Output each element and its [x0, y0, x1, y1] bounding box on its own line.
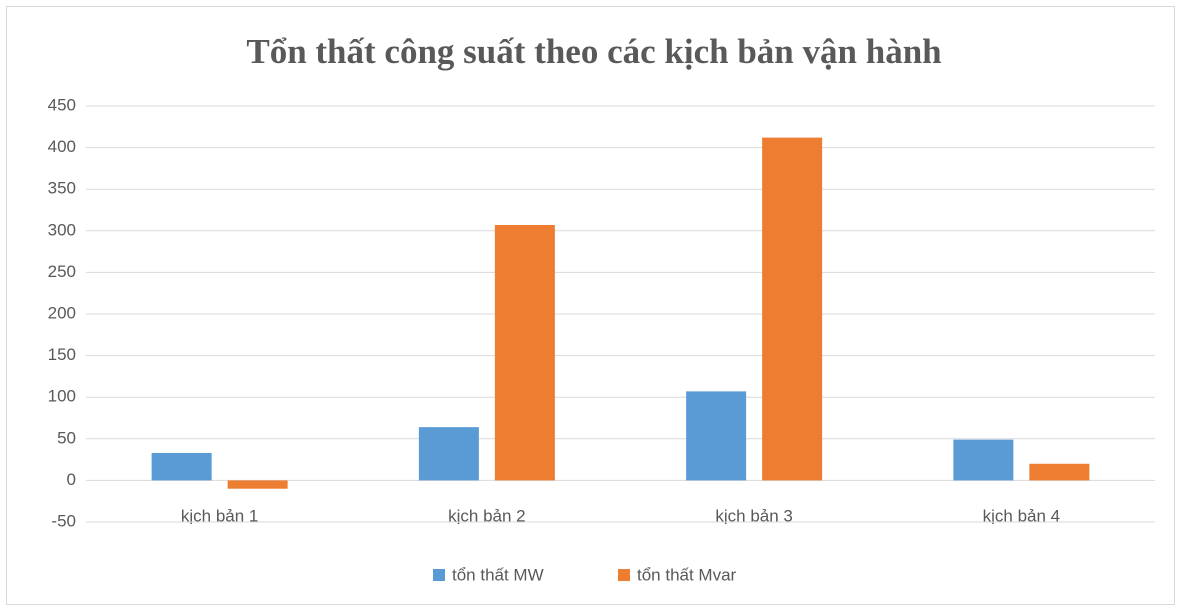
y-tick-label: 350	[48, 179, 76, 198]
x-tick-label: kịch bản 1	[181, 506, 259, 525]
legend-label: tổn thất MW	[452, 565, 544, 584]
bar	[151, 452, 212, 481]
legend-label: tổn thất Mvar	[637, 565, 737, 584]
bar	[494, 224, 555, 481]
y-tick-label: 0	[67, 470, 76, 489]
legend-swatch	[618, 569, 630, 581]
bar	[953, 439, 1014, 481]
x-tick-label: kịch bản 4	[983, 506, 1061, 525]
x-tick-label: kịch bản 3	[715, 506, 793, 525]
y-tick-label: 50	[57, 428, 76, 447]
chart-title: Tổn thất công suất theo các kịch bản vận…	[246, 32, 941, 71]
y-tick-label: 150	[48, 345, 76, 364]
y-tick-label: 450	[48, 95, 76, 114]
y-tick-label: 300	[48, 220, 76, 239]
y-tick-label: 250	[48, 262, 76, 281]
bar	[1029, 463, 1090, 481]
x-tick-label: kịch bản 2	[448, 506, 526, 525]
y-tick-label: 200	[48, 303, 76, 322]
y-tick-label: 100	[48, 387, 76, 406]
y-tick-label: 400	[48, 137, 76, 156]
bar	[418, 427, 479, 481]
bar	[762, 137, 823, 481]
legend-swatch	[433, 569, 445, 581]
bar	[227, 480, 288, 489]
bar	[686, 391, 747, 481]
y-tick-label: -50	[51, 511, 76, 530]
